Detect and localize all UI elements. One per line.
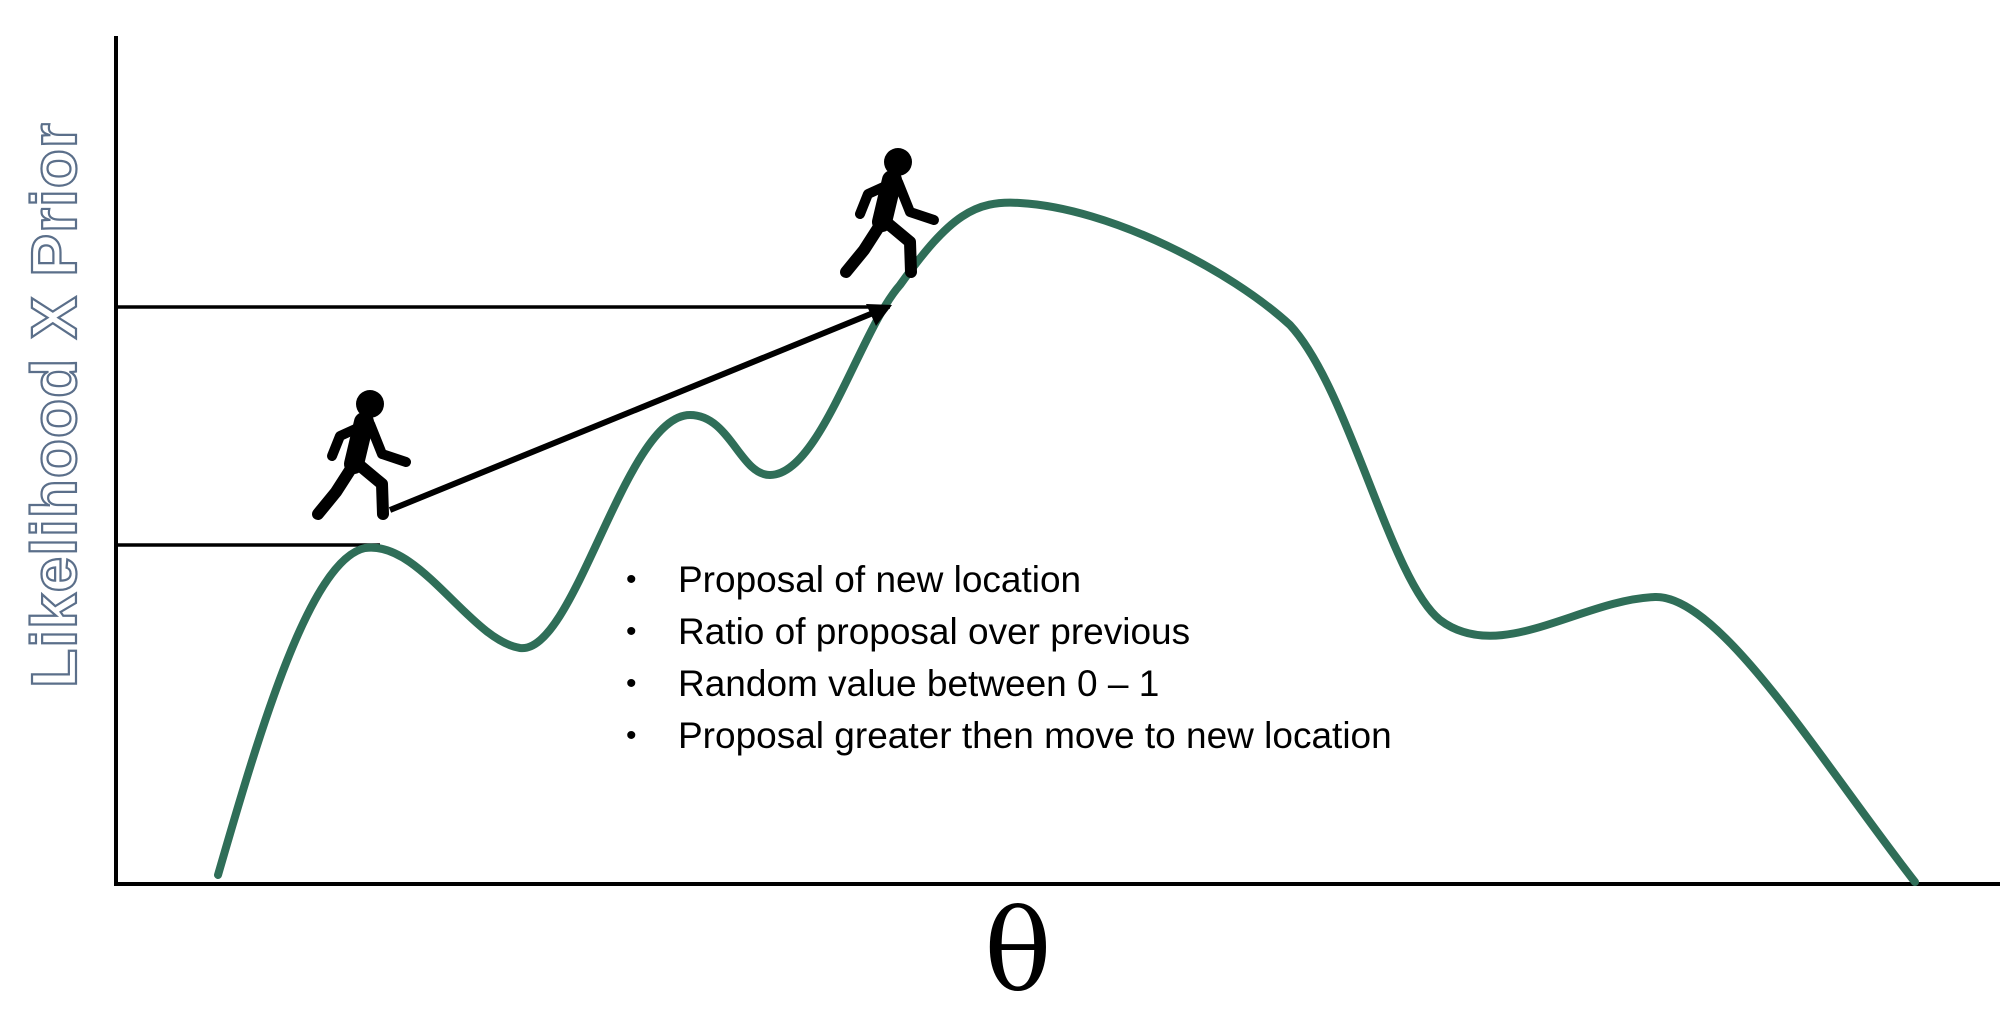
list-item: • Proposal of new location (620, 554, 1392, 606)
person-walking-icon (840, 148, 939, 278)
person-walking-icon (312, 390, 411, 520)
proposal-arrow (388, 308, 880, 513)
y-axis-label: Likelihood X Prior (18, 122, 90, 688)
density-curve (214, 198, 1919, 886)
list-item: • Random value between 0 – 1 (620, 658, 1392, 710)
list-item: • Proposal greater then move to new loca… (620, 710, 1392, 762)
bullet-icon: • (626, 615, 637, 648)
x-axis-label: θ (984, 887, 1051, 1017)
step-text: Ratio of proposal over previous (678, 611, 1191, 652)
bullet-icon: • (626, 563, 637, 596)
bullet-icon: • (626, 667, 637, 700)
step-list: • Proposal of new location • Ratio of pr… (620, 554, 1392, 762)
step-text: Proposal of new location (678, 559, 1082, 600)
bullet-icon: • (626, 719, 637, 752)
arrowhead (866, 304, 892, 326)
step-text: Proposal greater then move to new locati… (678, 715, 1392, 756)
step-text: Random value between 0 – 1 (678, 663, 1160, 704)
list-item: • Ratio of proposal over previous (620, 606, 1392, 658)
